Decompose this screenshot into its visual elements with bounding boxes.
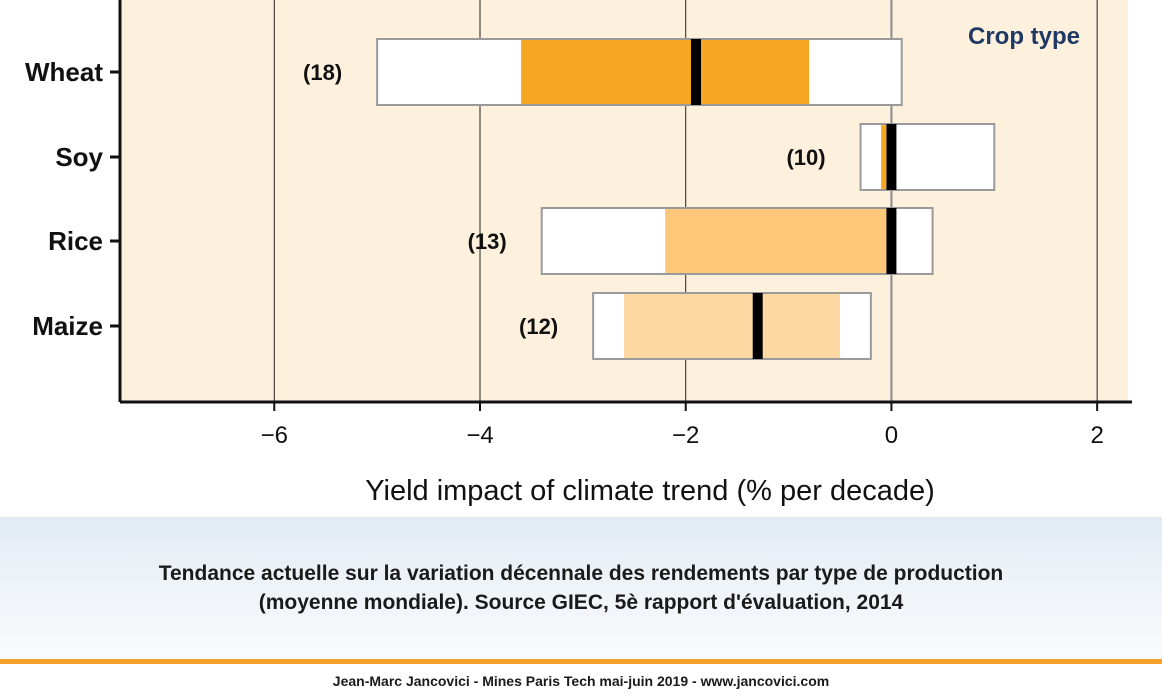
caption-line-1: Tendance actuelle sur la variation décen…	[158, 562, 1004, 585]
count-label: (12)	[519, 314, 558, 339]
median-marker	[886, 124, 897, 190]
y-tick-label: Wheat	[25, 57, 103, 87]
y-ticks: Wheat Soy Rice Maize	[25, 57, 120, 341]
y-tick-label: Maize	[32, 311, 103, 341]
x-ticks: −6 −4 −2 0 2	[261, 402, 1104, 449]
caption: Tendance actuelle sur la variation décen…	[0, 559, 1162, 617]
x-tick-label: 2	[1090, 422, 1103, 449]
count-label: (10)	[786, 145, 825, 170]
count-label: (18)	[303, 60, 342, 85]
iqr-box	[665, 209, 892, 273]
y-tick-label: Soy	[55, 142, 103, 172]
caption-panel	[0, 517, 1162, 662]
footer-rule	[0, 659, 1162, 664]
x-axis-label: Yield impact of climate trend (% per dec…	[365, 475, 935, 507]
crop-box-maize: (12)	[519, 292, 872, 360]
iqr-box	[881, 125, 887, 189]
iqr-box	[521, 40, 810, 104]
median-marker	[752, 293, 763, 359]
x-tick-label: −4	[466, 422, 493, 449]
legend-title: Crop type	[968, 23, 1080, 50]
count-label: (13)	[468, 229, 507, 254]
crop-box-soy: (10)	[786, 123, 996, 191]
crop-boxes: (18) (10) (13) (12)	[303, 38, 996, 360]
x-tick-label: −6	[261, 422, 288, 449]
range-box	[859, 123, 996, 191]
x-tick-label: −2	[672, 422, 699, 449]
crop-box-wheat: (18)	[303, 38, 903, 106]
x-tick-label: 0	[885, 422, 898, 449]
median-marker	[691, 39, 701, 105]
median-marker	[886, 208, 897, 274]
caption-line-2: (moyenne mondiale). Source GIEC, 5è rapp…	[258, 591, 904, 614]
iqr-box	[624, 294, 840, 358]
y-tick-label: Rice	[48, 226, 103, 256]
footer: Jean-Marc Jancovici - Mines Paris Tech m…	[0, 664, 1162, 694]
crop-box-rice: (13)	[468, 207, 934, 275]
